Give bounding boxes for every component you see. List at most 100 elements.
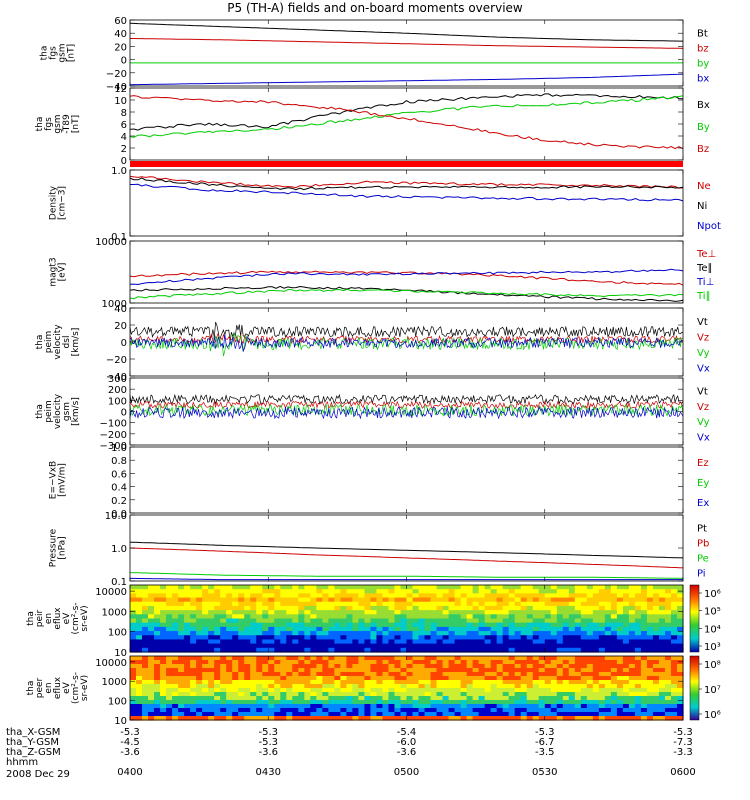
spectrogram-cell — [574, 704, 582, 709]
spectrogram-cell — [400, 716, 408, 721]
spectrogram-cell — [652, 622, 660, 628]
spectrogram-cell — [316, 664, 323, 669]
spectrogram-cell — [628, 585, 636, 590]
y-tick-label: 0.6 — [111, 469, 127, 480]
spectrogram-cell — [334, 700, 341, 705]
spectrogram-cell — [598, 712, 606, 717]
spectrogram-cell — [448, 639, 456, 645]
spectrogram-cell — [658, 700, 666, 705]
colorbar-label: 10³ — [704, 642, 721, 653]
spectrogram-cell — [454, 684, 462, 689]
spectrogram-cell — [646, 696, 654, 701]
spectrogram-cell — [274, 589, 281, 594]
spectrogram-cell — [610, 656, 618, 661]
spectrogram-cell — [580, 680, 588, 685]
spectrogram-cell — [544, 597, 552, 603]
spectrogram-cell — [436, 692, 444, 697]
spectrogram-cell — [400, 618, 408, 624]
spectrogram-cell — [580, 589, 588, 594]
spectrogram-cell — [610, 639, 618, 645]
spectrogram-cell — [640, 660, 648, 665]
spectrogram-cell — [622, 593, 630, 599]
spectrogram-cell — [454, 680, 462, 685]
spectrogram-cell — [334, 647, 341, 653]
spectrogram-cell — [526, 708, 534, 713]
spectrogram-cell — [358, 660, 366, 665]
spectrogram-cell — [664, 622, 672, 628]
spectrogram-cell — [616, 614, 624, 620]
spectrogram-cell — [250, 626, 257, 632]
legend-label: Vt — [697, 387, 708, 398]
spectrogram-cell — [526, 605, 534, 611]
spectrogram-cell — [448, 610, 456, 615]
spectrogram-cell — [550, 708, 558, 713]
spectrogram-cell — [538, 700, 546, 705]
spectrogram-cell — [376, 708, 384, 713]
spectrogram-cell — [388, 622, 396, 628]
spectrogram-cell — [622, 672, 630, 677]
spectrogram-cell — [184, 601, 191, 607]
spectrogram-cell — [262, 688, 269, 693]
spectrogram-cell — [298, 639, 305, 645]
spectrogram-cell — [484, 593, 492, 599]
spectrogram-cell — [286, 622, 293, 628]
spectrogram-cell — [256, 614, 263, 620]
spectrogram-cell — [598, 672, 606, 677]
spectrogram-cell — [598, 631, 606, 636]
spectrogram-cell — [616, 668, 624, 673]
spectrogram-cell — [220, 664, 227, 669]
spectrogram-cell — [220, 692, 227, 697]
spectrogram-cell — [160, 700, 167, 705]
series-line — [129, 268, 684, 286]
spectrogram-cell — [310, 601, 317, 607]
spectrogram-cell — [214, 589, 221, 594]
ephemeris-label: tha_Y-GSM — [6, 737, 59, 748]
spectrogram-cell — [442, 696, 450, 701]
spectrogram-cell — [244, 585, 251, 590]
spectrogram-cell — [244, 688, 251, 693]
spectrogram-cell — [142, 647, 149, 653]
spectrogram-cell — [316, 716, 323, 721]
ephemeris-label: tha_Z-GSM — [6, 747, 61, 758]
spectrogram-cell — [658, 680, 666, 685]
spectrogram-cell — [154, 688, 161, 693]
spectrogram-cell — [610, 585, 618, 590]
spectrogram-cell — [532, 605, 540, 611]
spectrogram-cell — [478, 672, 486, 677]
spectrogram-cell — [478, 643, 486, 649]
spectrogram-cell — [280, 708, 287, 713]
spectrogram-cell — [424, 676, 432, 681]
spectrogram-cell — [484, 635, 492, 641]
spectrogram-cell — [508, 680, 516, 685]
spectrogram-cell — [670, 672, 678, 677]
spectrogram-cell — [424, 696, 432, 701]
spectrogram-cell — [292, 631, 299, 636]
spectrogram-cell — [562, 664, 570, 669]
series-line — [130, 38, 684, 49]
spectrogram-cell — [454, 631, 462, 636]
spectrogram-cell — [286, 631, 293, 636]
spectrogram-cell — [556, 597, 564, 603]
spectrogram-cell — [598, 585, 606, 590]
spectrogram-cell — [166, 601, 173, 607]
spectrogram-cell — [676, 672, 684, 677]
spectrogram-cell — [442, 589, 450, 594]
spectrogram-cell — [376, 656, 384, 661]
spectrogram-cell — [232, 610, 239, 615]
spectrogram-cell — [400, 684, 408, 689]
spectrogram-cell — [214, 643, 221, 649]
spectrogram-cell — [142, 680, 149, 685]
spectrogram-cell — [670, 635, 678, 641]
spectrogram-cell — [292, 676, 299, 681]
spectrogram-cell — [562, 601, 570, 607]
series-line — [129, 321, 684, 342]
spectrogram-cell — [226, 704, 233, 709]
y-tick-label: 20 — [114, 321, 127, 332]
spectrogram-cell — [532, 660, 540, 665]
spectrogram-cell — [352, 635, 360, 641]
spectrogram-cell — [334, 601, 341, 607]
spectrogram-cell — [574, 610, 582, 615]
spectrogram-cell — [430, 704, 438, 709]
spectrogram-cell — [292, 688, 299, 693]
